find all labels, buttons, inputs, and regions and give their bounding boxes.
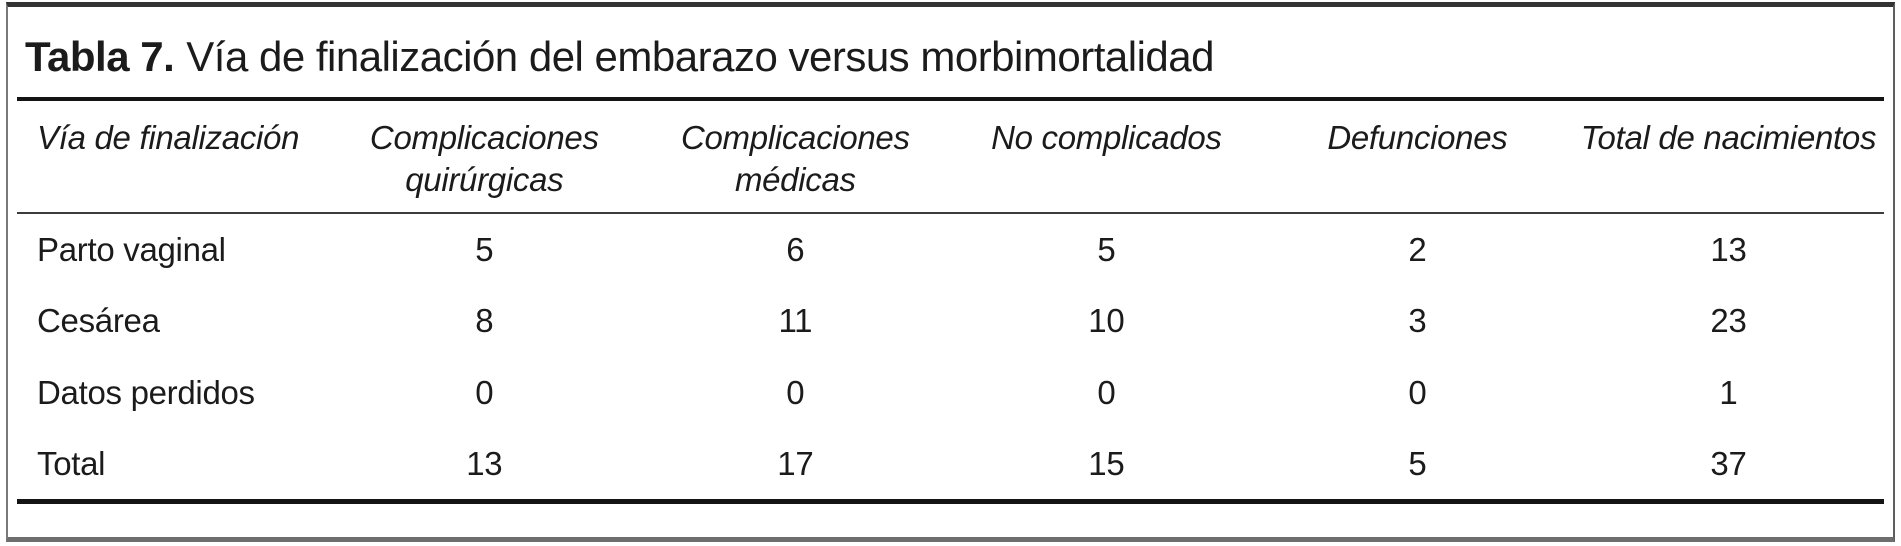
cell: 0	[1097, 374, 1116, 411]
table-title: Tabla 7. Vía de finalización del embarazo…	[17, 7, 1884, 97]
cell: 5	[1097, 230, 1116, 268]
cell: 37	[1710, 444, 1747, 482]
cell: 5	[475, 230, 494, 268]
table-body: Parto vaginal 5 6 5 2 13 Cesárea 8 11 10…	[17, 213, 1884, 501]
row-label: Parto vaginal	[37, 230, 226, 268]
column-header-total-nacimientos: Total de nacimientos	[1580, 119, 1877, 156]
column-header-defunciones: Defunciones	[1327, 119, 1508, 156]
cell: 3	[1408, 302, 1427, 339]
column-header-complicaciones-medicas: Complicaciones médicas	[680, 119, 910, 198]
column-header-via: Vía de finalización	[37, 119, 300, 156]
cell: 11	[778, 302, 813, 339]
cell: 0	[1408, 374, 1427, 411]
cell: 10	[1088, 302, 1125, 339]
cell: 5	[1408, 444, 1427, 482]
title-divider	[17, 97, 1884, 101]
header-row: Vía de finalización Complicaciones quirú…	[17, 101, 1884, 213]
data-table: Vía de finalización Complicaciones quirú…	[17, 101, 1884, 504]
cell: 1	[1719, 374, 1738, 411]
table-caption: Vía de finalización del embarazo versus …	[186, 33, 1214, 80]
cell: 23	[1710, 302, 1747, 339]
cell: 13	[466, 444, 503, 482]
table-row-total: Total 13 17 15 5 37	[17, 429, 1884, 501]
column-header-no-complicados: No complicados	[991, 119, 1222, 156]
table-row-parto-vaginal: Parto vaginal 5 6 5 2 13	[17, 213, 1884, 285]
cell: 0	[475, 374, 494, 411]
table-row-cesarea: Cesárea 8 11 10 3 23	[17, 285, 1884, 357]
column-header-complicaciones-quirurgicas: Complicaciones quirúrgicas	[369, 119, 599, 198]
table-header: Vía de finalización Complicaciones quirú…	[17, 101, 1884, 213]
row-label: Total	[37, 444, 106, 482]
cell: 0	[786, 374, 805, 411]
table-frame: Tabla 7. Vía de finalización del embarazo…	[6, 2, 1895, 542]
row-label: Cesárea	[37, 302, 160, 339]
cell: 17	[777, 444, 814, 482]
table-number: Tabla 7.	[25, 33, 175, 80]
cell: 13	[1710, 230, 1747, 268]
cell: 6	[786, 230, 805, 268]
table-row-datos-perdidos: Datos perdidos 0 0 0 0 1	[17, 357, 1884, 429]
cell: 8	[475, 302, 494, 339]
cell: 2	[1408, 230, 1427, 268]
row-label: Datos perdidos	[37, 374, 255, 411]
cell: 15	[1088, 444, 1125, 482]
